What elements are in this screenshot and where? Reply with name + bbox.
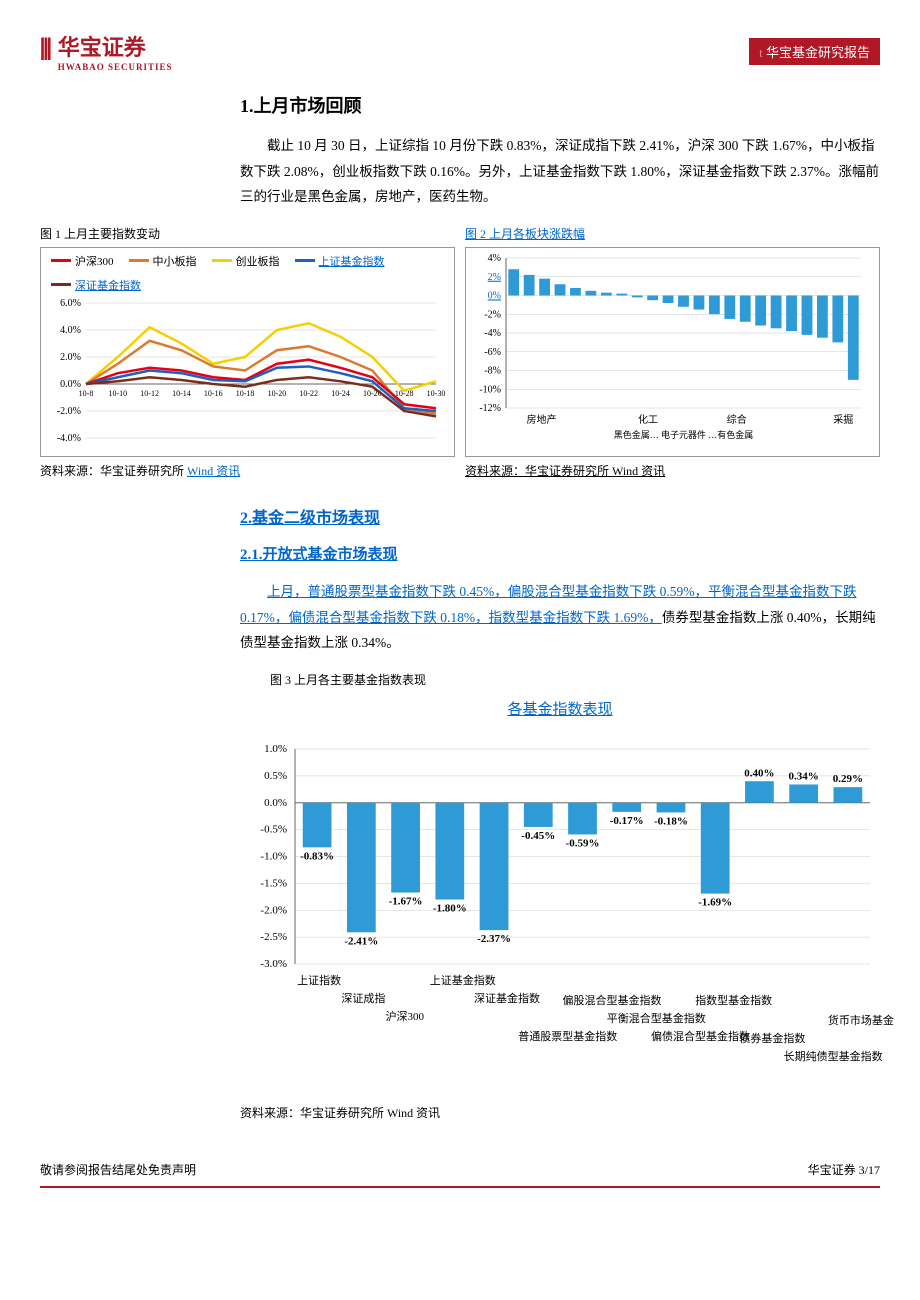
svg-text:2.0%: 2.0%	[60, 352, 81, 363]
chart2-box: -12% -10% -8% -6% -4% -2% 0% 2% 4% 房地产 化工 综合 采掘黑色金属……	[465, 247, 880, 457]
chart3-title: 图 3 上月各主要基金指数表现	[270, 671, 880, 688]
svg-text:-0.5%: -0.5%	[260, 823, 287, 835]
svg-text:10-20: 10-20	[268, 389, 287, 398]
section2-title: 2.基金二级市场表现	[240, 504, 880, 528]
svg-text:0.5%: 0.5%	[264, 770, 287, 782]
footer: 敬请参阅报告结尾处免责声明 华宝证券 3/17	[40, 1151, 880, 1178]
svg-text:-1.67%: -1.67%	[389, 895, 423, 907]
svg-text:10-24: 10-24	[331, 389, 350, 398]
svg-text:-0.17%: -0.17%	[610, 815, 644, 827]
svg-text:0%: 0%	[488, 290, 501, 301]
svg-text:-0.18%: -0.18%	[654, 815, 688, 827]
svg-text:-12%: -12%	[479, 403, 501, 414]
header: ⫴ 华宝证券 HWABAO SECURITIES t 华宝基金研究报告	[40, 30, 880, 72]
svg-text:黑色金属… 电子元器件 …有色金属: 黑色金属… 电子元器件 …有色金属	[614, 429, 754, 440]
svg-text:10-14: 10-14	[172, 389, 191, 398]
chart3-source: 资料来源：华宝证券研究所 Wind 资讯	[240, 1104, 880, 1121]
svg-text:采掘: 采掘	[833, 413, 853, 426]
svg-text:-0.59%: -0.59%	[566, 837, 600, 849]
svg-text:10-22: 10-22	[299, 389, 318, 398]
chart3: 图 3 上月各主要基金指数表现 各基金指数表现 -3.0%-2.5%-2.0%-…	[240, 671, 880, 1121]
svg-text:2%: 2%	[488, 272, 501, 283]
logo-en: HWABAO SECURITIES	[58, 62, 173, 72]
svg-text:10-10: 10-10	[108, 389, 127, 398]
report-tag: t 华宝基金研究报告	[749, 38, 880, 65]
svg-text:10-30: 10-30	[427, 389, 446, 398]
svg-text:-0.83%: -0.83%	[300, 850, 334, 862]
svg-text:4%: 4%	[488, 253, 501, 264]
chart1-title: 图 1 上月主要指数变动	[40, 225, 455, 242]
section1-para: 截止 10 月 30 日，上证综指 10 月份下跌 0.83%，深证成指下跌 2…	[240, 133, 880, 210]
chart2-title: 图 2 上月各板块涨跌幅	[465, 225, 880, 242]
chart2-source: 资料来源：华宝证券研究所 Wind 资讯	[465, 462, 880, 479]
chart3-xlabels: 上证指数深证成指沪深300上证基金指数深证基金指数普通股票型基金指数偏股混合型基…	[240, 974, 880, 1084]
chart3-box: -3.0% -2.5% -2.0% -1.5% -1.0% -0.5% 0.0% 0.5% 1.…	[240, 729, 880, 969]
svg-text:综合: 综合	[727, 413, 747, 426]
chart1: 图 1 上月主要指数变动 沪深300中小板指创业板指上证基金指数深证基金指数 -…	[40, 225, 455, 479]
svg-text:0.0%: 0.0%	[264, 797, 287, 809]
svg-text:0.40%: 0.40%	[744, 767, 774, 779]
svg-text:0.29%: 0.29%	[833, 773, 863, 785]
svg-text:-2.37%: -2.37%	[477, 933, 511, 945]
logo-cn: 华宝证券	[58, 30, 173, 62]
charts-row: 图 1 上月主要指数变动 沪深300中小板指创业板指上证基金指数深证基金指数 -…	[40, 225, 880, 479]
section2-subtitle: 2.1.开放式基金市场表现	[240, 543, 880, 564]
chart1-legend: 沪深300中小板指创业板指上证基金指数深证基金指数	[41, 248, 454, 298]
chart1-source: 资料来源：华宝证券研究所 Wind 资讯	[40, 462, 455, 479]
footer-right: 华宝证券 3/17	[808, 1161, 880, 1178]
footer-left: 敬请参阅报告结尾处免责声明	[40, 1161, 196, 1178]
chart3-header: 各基金指数表现	[240, 698, 880, 719]
svg-text:-2%: -2%	[484, 309, 501, 320]
svg-text:10-18: 10-18	[236, 389, 255, 398]
svg-text:房地产: 房地产	[527, 413, 557, 426]
chart2: 图 2 上月各板块涨跌幅 -12% -10% -8% -6% -4% -2% 0% 2% 4% 房…	[465, 225, 880, 479]
svg-text:-2.0%: -2.0%	[57, 406, 81, 417]
svg-text:1.0%: 1.0%	[264, 743, 287, 755]
svg-text:-10%: -10%	[479, 384, 501, 395]
chart2-svg: -12% -10% -8% -6% -4% -2% 0% 2% 4% 房地产 化工 综合 采掘黑色金属……	[466, 248, 871, 453]
svg-text:10-8: 10-8	[79, 389, 94, 398]
svg-text:-0.45%: -0.45%	[521, 830, 555, 842]
svg-text:10-12: 10-12	[140, 389, 159, 398]
svg-text:-1.80%: -1.80%	[433, 902, 467, 914]
logo-icon: ⫴	[40, 35, 52, 67]
svg-text:-2.41%: -2.41%	[344, 935, 378, 947]
page: ⫴ 华宝证券 HWABAO SECURITIES t 华宝基金研究报告 1.上月…	[0, 0, 920, 1208]
svg-text:-3.0%: -3.0%	[260, 958, 287, 969]
svg-text:4.0%: 4.0%	[60, 325, 81, 336]
svg-text:-1.5%: -1.5%	[260, 877, 287, 889]
svg-text:-6%: -6%	[484, 347, 501, 358]
svg-text:-4%: -4%	[484, 328, 501, 339]
chart1-box: 沪深300中小板指创业板指上证基金指数深证基金指数 -4.0%-2.0%0.0%…	[40, 247, 455, 457]
svg-text:-2.5%: -2.5%	[260, 931, 287, 943]
svg-text:0.34%: 0.34%	[789, 770, 819, 782]
svg-text:-1.69%: -1.69%	[698, 896, 732, 908]
svg-text:-2.0%: -2.0%	[260, 904, 287, 916]
logo: ⫴ 华宝证券 HWABAO SECURITIES	[40, 30, 173, 72]
chart1-svg: -4.0%-2.0%0.0%2.0%4.0%6.0%10-810-1010-12…	[41, 298, 446, 463]
svg-text:-8%: -8%	[484, 365, 501, 376]
svg-text:-1.0%: -1.0%	[260, 850, 287, 862]
chart3-svg: -3.0% -2.5% -2.0% -1.5% -1.0% -0.5% 0.0% 0.5% 1.…	[240, 729, 880, 969]
section2-para: 上月，普通股票型基金指数下跌 0.45%，偏股混合型基金指数下跌 0.59%，平…	[240, 579, 880, 656]
svg-text:-4.0%: -4.0%	[57, 433, 81, 444]
svg-text:化工: 化工	[638, 413, 658, 426]
svg-text:10-16: 10-16	[204, 389, 223, 398]
section1-title: 1.上月市场回顾	[240, 92, 880, 118]
svg-text:6.0%: 6.0%	[60, 298, 81, 309]
footer-line	[40, 1186, 880, 1188]
